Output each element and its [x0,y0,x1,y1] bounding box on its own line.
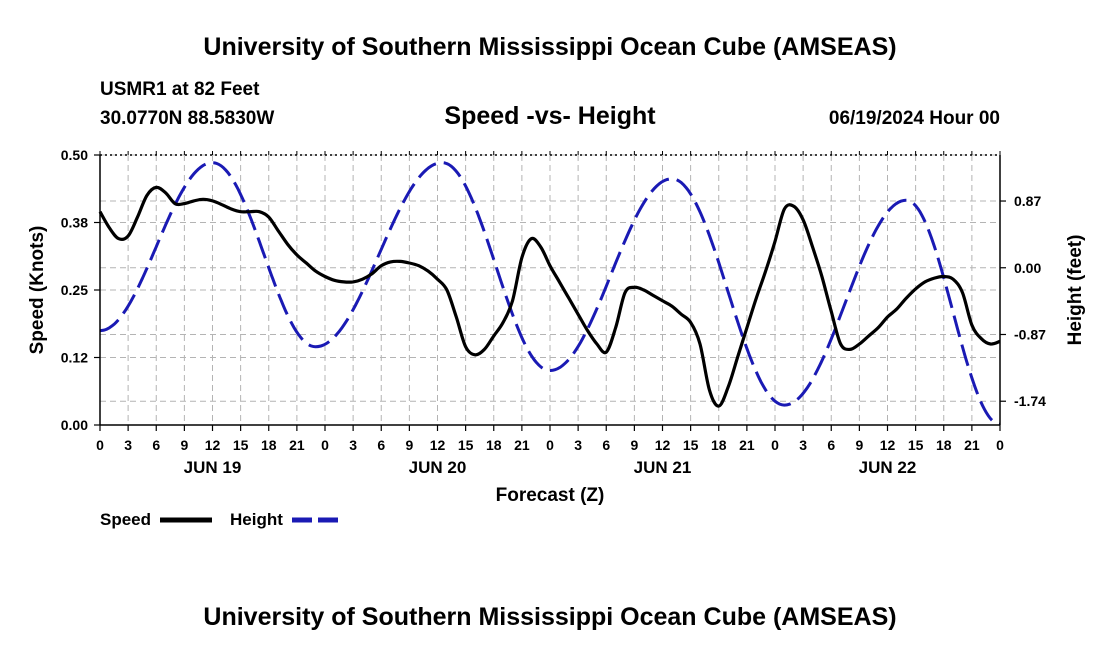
x-tick-label: 9 [180,437,188,453]
y2-axis-label: Height (feet) [1065,235,1086,346]
y2-tick-label: -1.74 [1014,393,1046,409]
x-tick-label: 12 [655,437,671,453]
x-tick-label: 0 [996,437,1004,453]
y2-tick-label: -0.87 [1014,326,1046,342]
x-tick-label: 12 [880,437,896,453]
tick-labels: 0 3 6 9 12 15 18 21 0 3 6 9 12 15 18 21 0 3 6 9 12 15 18 21 0 3 6 9… [61,147,1046,477]
x-tick-label: 15 [908,437,924,453]
x-tick-label: 21 [739,437,755,453]
date-label: JUN 22 [859,458,917,477]
x-tick-label: 3 [349,437,357,453]
x-axis-label: Forecast (Z) [496,485,605,506]
x-tick-label: 21 [289,437,305,453]
x-tick-label: 9 [405,437,413,453]
y-tick-label: 0.50 [61,147,88,163]
x-tick-label: 6 [602,437,610,453]
date-label: JUN 21 [634,458,692,477]
chart-subtitle: Speed -vs- Height [444,102,656,130]
x-tick-label: 18 [936,437,952,453]
x-tick-label: 12 [430,437,446,453]
x-tick-label: 0 [96,437,104,453]
y-tick-label: 0.00 [61,417,88,433]
x-tick-label: 15 [683,437,699,453]
y2-tick-label: 0.00 [1014,260,1041,276]
date-label: JUN 19 [184,458,242,477]
x-tick-label: 21 [964,437,980,453]
grid-lines [99,154,1001,426]
x-tick-label: 6 [377,437,385,453]
x-tick-label: 6 [152,437,160,453]
x-tick-label: 21 [514,437,530,453]
coords-label: 30.0770N 88.5830W [100,108,274,129]
y-tick-label: 0.12 [61,350,88,366]
x-tick-label: 15 [458,437,474,453]
station-label: USMR1 at 82 Feet [100,79,260,100]
x-tick-label: 18 [486,437,502,453]
legend-speed-label: Speed [100,510,151,529]
legend: Speed Height [100,510,344,529]
x-tick-label: 3 [574,437,582,453]
date-label: JUN 20 [409,458,467,477]
y2-tick-label: 0.87 [1014,193,1041,209]
x-tick-label: 9 [855,437,863,453]
y-axis-label: Speed (Knots) [27,226,48,355]
x-tick-label: 0 [321,437,329,453]
series-speed-line [98,185,1001,408]
series-speed-group [98,185,1001,408]
footer-title: University of Southern Mississippi Ocean… [203,603,896,631]
x-tick-label: 0 [771,437,779,453]
x-tick-label: 18 [261,437,277,453]
axes-group [94,151,1006,431]
x-tick-label: 18 [711,437,727,453]
y-tick-label: 0.25 [61,282,88,298]
x-tick-label: 9 [630,437,638,453]
series-height-group [99,161,1001,426]
y-tick-label: 0.38 [61,215,88,231]
x-tick-label: 3 [799,437,807,453]
x-tick-label: 0 [546,437,554,453]
x-tick-label: 15 [233,437,249,453]
main-title: University of Southern Mississippi Ocean… [203,33,896,61]
x-tick-label: 12 [205,437,221,453]
legend-height-label: Height [230,510,283,529]
datetime-label: 06/19/2024 Hour 00 [829,108,1000,129]
series-height-line [99,161,1001,426]
x-tick-label: 3 [124,437,132,453]
x-tick-label: 6 [827,437,835,453]
